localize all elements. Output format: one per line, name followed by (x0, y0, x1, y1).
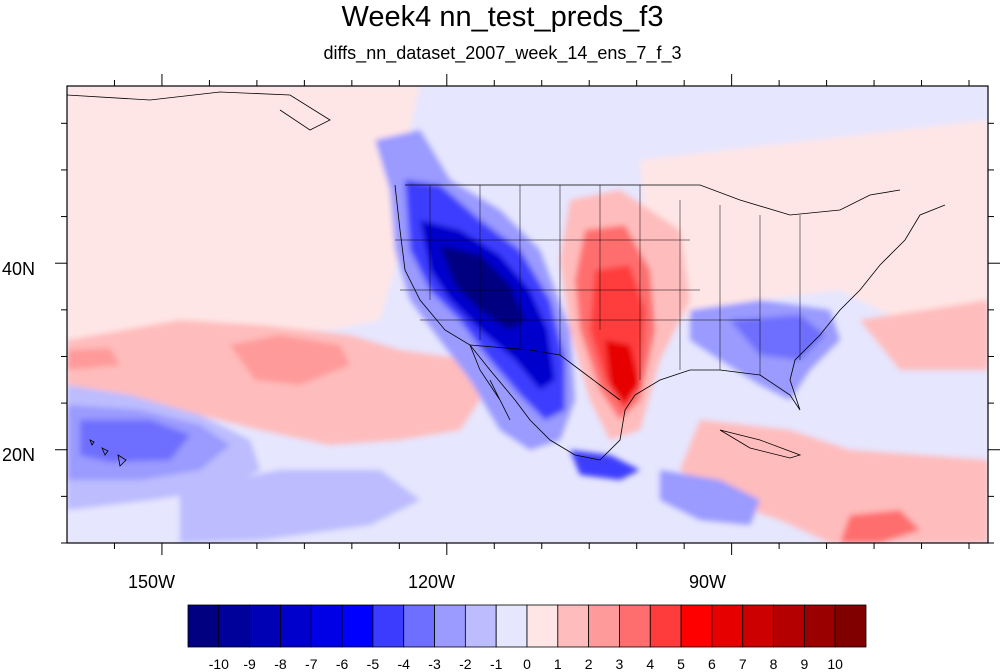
colorbar-swatch (742, 604, 774, 648)
colorbar-tick-label: -3 (428, 656, 441, 672)
colorbar-tick-label: -9 (243, 656, 256, 672)
plot-title: Week4 nn_test_preds_f3 (341, 1, 664, 33)
colorbar-tick-label: 1 (553, 656, 562, 672)
colorbar-tick-label: -7 (305, 656, 318, 672)
axis-ticks (55, 74, 1000, 555)
colorbar-swatch (526, 604, 559, 648)
colorbar-swatch (495, 604, 528, 648)
colorbar-tick-label: -10 (208, 656, 229, 672)
field-pacific-south-blue (180, 470, 420, 543)
colorbar-swatch (372, 604, 405, 648)
field-southeast-core (730, 315, 825, 360)
lat-label-20n: 20N (2, 445, 36, 465)
alaska-coast (67, 91, 331, 131)
field-pacific-salmon-west (67, 348, 120, 370)
cuba (719, 429, 802, 459)
colorbar-swatch (803, 604, 836, 648)
colorbar-swatch (249, 604, 281, 648)
state-lines (395, 185, 801, 380)
colorbar-swatch (619, 604, 651, 648)
plot-subtitle: diffs_nn_dataset_2007_week_14_ens_7_f_3 (323, 43, 682, 63)
field-northeast-pacific-pink (67, 86, 420, 340)
colorbar-swatch (187, 604, 220, 648)
colorbar-tick-label: 0 (523, 656, 531, 672)
colorbar-swatch (557, 604, 590, 648)
colorbar-swatch (649, 604, 682, 648)
colorbar-tick-label: 9 (800, 656, 809, 672)
colorbar (187, 604, 867, 648)
colorbar-tick-label: -1 (489, 656, 503, 672)
field-texas-core (605, 340, 640, 405)
boundaries (67, 91, 946, 467)
colorbar-tick-label: -6 (335, 656, 349, 672)
colorbar-swatch (310, 604, 343, 648)
colorbar-tick-label: -2 (459, 656, 472, 672)
colorbar-tick-label: -8 (274, 656, 287, 672)
field-great-basin-darkest (440, 245, 525, 330)
colorbar-swatch (434, 604, 466, 648)
field-eastern-na-pink (640, 120, 988, 330)
colorbar-tick-label: 5 (677, 656, 685, 672)
colorbar-tick-label: -5 (366, 656, 380, 672)
lat-label-40n: 40N (2, 259, 36, 279)
lon-label-90w: 90W (689, 572, 727, 592)
colorbar-tick-label: 8 (769, 656, 778, 672)
field-subtropical-pacific-pink (67, 320, 480, 445)
field-atlantic-pink (860, 300, 988, 370)
lon-label-120w: 120W (408, 572, 456, 592)
colorbar-swatch (403, 604, 435, 648)
colorbar-tick-label: 2 (584, 656, 593, 672)
colorbar-tick-label: 3 (615, 656, 624, 672)
colorbar-swatch (711, 604, 744, 648)
baja-peninsula (469, 344, 511, 421)
anomaly-field (67, 86, 988, 543)
colorbar-tick-label: 4 (646, 656, 655, 672)
colorbar-swatch (280, 604, 312, 648)
colorbar-swatch (588, 604, 620, 648)
lon-label-150w: 150W (128, 572, 176, 592)
colorbar-tick-label: 7 (738, 656, 747, 672)
colorbar-tick-label: 6 (708, 656, 716, 672)
field-caribbean-pink (680, 420, 988, 543)
colorbar-tick-label: -4 (397, 656, 410, 672)
colorbar-tick-label: 10 (827, 656, 843, 672)
colorbar-swatch (218, 604, 251, 648)
field-central-america-blue (660, 470, 760, 525)
us-canada-border (405, 184, 901, 216)
map-frame (66, 85, 989, 544)
colorbar-swatch (341, 604, 374, 648)
field-caribbean-red (840, 510, 920, 543)
hawaii-islands (89, 439, 127, 467)
colorbar-swatch (680, 604, 713, 648)
colorbar-swatch (834, 604, 867, 648)
colorbar-swatch (773, 604, 805, 648)
north-america-coastline (394, 184, 946, 461)
colorbar-swatch (464, 604, 497, 648)
field-subtropical-pacific-salmon (230, 335, 350, 385)
